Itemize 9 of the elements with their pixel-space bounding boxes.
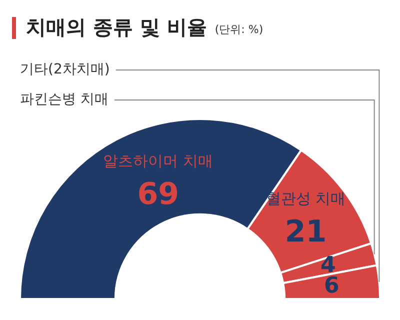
data-label: 6 [324, 273, 340, 298]
slice-label: 기타(2차치매) [20, 62, 110, 78]
slice-label: 혈관성 치매 [266, 189, 346, 208]
slice-label: 알츠하이머 치매 [103, 152, 213, 170]
chart-title: 치매의 종류 및 비율 [26, 14, 207, 41]
data-label: 69 [137, 176, 179, 212]
data-label: 21 [284, 214, 327, 250]
chart-subtitle: (단위: %) [214, 22, 264, 37]
slice-label: 파킨슨병 치매 [20, 92, 108, 108]
